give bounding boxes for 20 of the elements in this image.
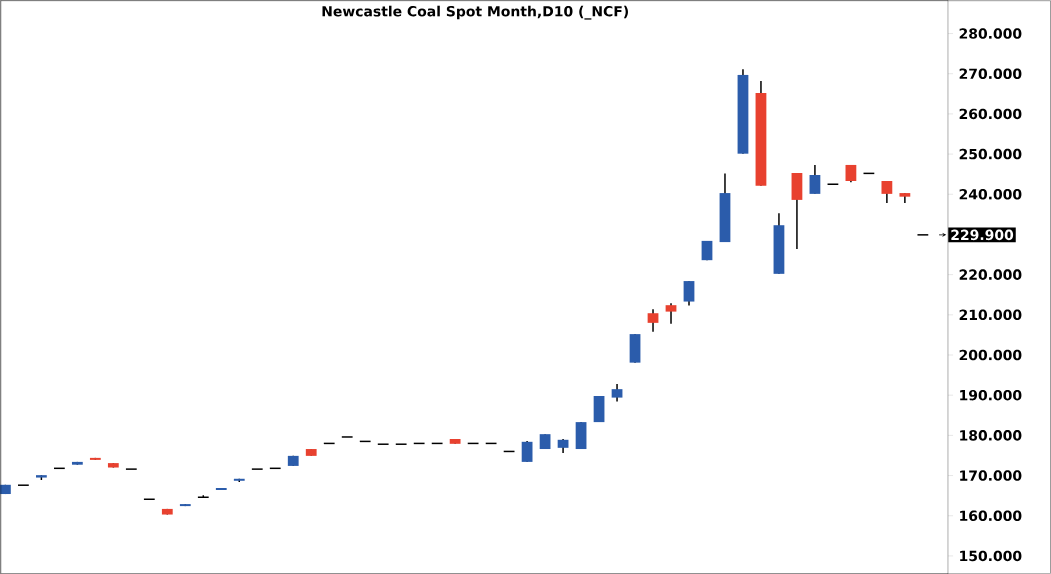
y-tick-label: 250.000 [959, 148, 1022, 160]
y-tick-label: 280.000 [959, 28, 1022, 39]
y-tick-label: 190.000 [960, 389, 1022, 401]
y-tick-label: 240.000 [959, 188, 1022, 200]
ref-line-label: 229.900 [951, 229, 1014, 241]
y-tick-label: 170.000 [960, 470, 1022, 481]
candlestick [521, 440, 533, 463]
y-tick-label: 160.000 [960, 510, 1022, 521]
chart-title: Newcastle Coal Spot Month,D10 (_NCF) [322, 5, 628, 20]
y-tick-label: 210.000 [959, 309, 1022, 321]
y-tick-label: 200.000 [959, 349, 1022, 361]
candlestick [647, 308, 659, 333]
candlestick [665, 302, 677, 325]
y-tick-label: 270.000 [959, 68, 1022, 79]
y-tick-label: 180.000 [960, 430, 1022, 441]
y-tick-label: 260.000 [959, 108, 1022, 120]
y-tick-label: 150.000 [960, 550, 1022, 562]
candlestick [683, 280, 695, 307]
y-tick-label: 220.000 [959, 269, 1022, 280]
candlestick [809, 164, 821, 195]
